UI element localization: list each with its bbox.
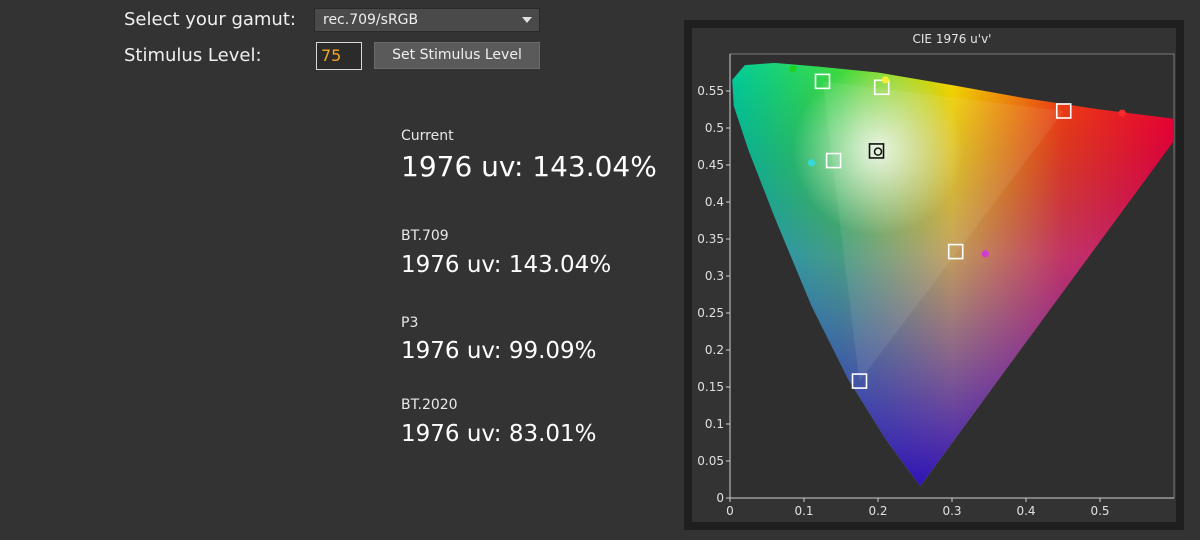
stimulus-input[interactable]: 75	[316, 42, 362, 70]
measured-point	[1118, 109, 1126, 117]
y-tick-label: 0.15	[697, 380, 724, 394]
target-square	[1055, 103, 1072, 119]
measured-point	[881, 76, 889, 84]
metric-p3-value: 1976 uv: 99.09%	[401, 338, 597, 364]
gamut-select[interactable]: rec.709/sRGB	[314, 8, 540, 32]
target-square	[947, 243, 964, 260]
metric-p3-label: P3	[401, 315, 419, 331]
y-tick-label: 0.35	[697, 232, 724, 246]
measured-white-point	[873, 147, 883, 156]
chevron-down-icon[interactable]	[522, 17, 532, 23]
target-square	[814, 73, 831, 90]
y-tick-label: 0.05	[697, 454, 724, 468]
chart-panel: CIE 1976 u'v' 0 0.1 0.2 0.3 0.4 0.5 0 0.05 0.1 0.…	[692, 28, 1176, 522]
y-tick-label: 0	[716, 491, 724, 505]
metric-bt2020-label: BT.2020	[401, 397, 458, 413]
metric-current-value: 1976 uv: 143.04%	[401, 150, 657, 183]
y-tick-label: 0.45	[697, 158, 724, 172]
y-tick-label: 0.1	[705, 417, 724, 431]
set-stimulus-button[interactable]: Set Stimulus Level	[374, 42, 540, 69]
metric-bt709-value: 1976 uv: 143.04%	[401, 252, 612, 278]
measured-point	[807, 159, 815, 167]
target-square	[851, 373, 868, 389]
y-tick-label: 0.5	[705, 121, 724, 135]
x-tick-label: 0.1	[794, 504, 813, 518]
gamut-label: Select your gamut:	[124, 9, 296, 30]
target-square	[873, 79, 890, 96]
chart-title: CIE 1976 u'v'	[913, 32, 992, 46]
x-tick-label: 0.4	[1016, 504, 1035, 518]
chart-frame: CIE 1976 u'v' 0 0.1 0.2 0.3 0.4 0.5 0 0.05 0.1 0.…	[684, 20, 1184, 530]
metric-bt709-label: BT.709	[401, 228, 449, 244]
stimulus-label: Stimulus Level:	[124, 45, 262, 66]
y-tick-label: 0.3	[705, 269, 724, 283]
y-tick-label: 0.25	[697, 306, 724, 320]
measured-point	[789, 65, 797, 73]
x-tick-label: 0.5	[1090, 504, 1109, 518]
y-tick-label: 0.4	[705, 195, 724, 209]
x-tick-label: 0.2	[868, 504, 887, 518]
target-square	[868, 143, 885, 159]
metric-current-label: Current	[401, 128, 454, 144]
y-tick-label: 0.55	[697, 84, 724, 98]
cie-chart: CIE 1976 u'v' 0 0.1 0.2 0.3 0.4 0.5 0 0.05 0.1 0.…	[697, 32, 1175, 518]
target-square	[825, 152, 842, 169]
gamut-select-value: rec.709/sRGB	[323, 12, 419, 28]
white-point-glow	[793, 65, 963, 236]
y-tick-label: 0.2	[705, 343, 724, 357]
x-tick-label: 0.3	[942, 504, 961, 518]
metric-bt2020-value: 1976 uv: 83.01%	[401, 421, 597, 447]
measured-point	[981, 250, 989, 258]
x-tick-label: 0	[726, 504, 734, 518]
